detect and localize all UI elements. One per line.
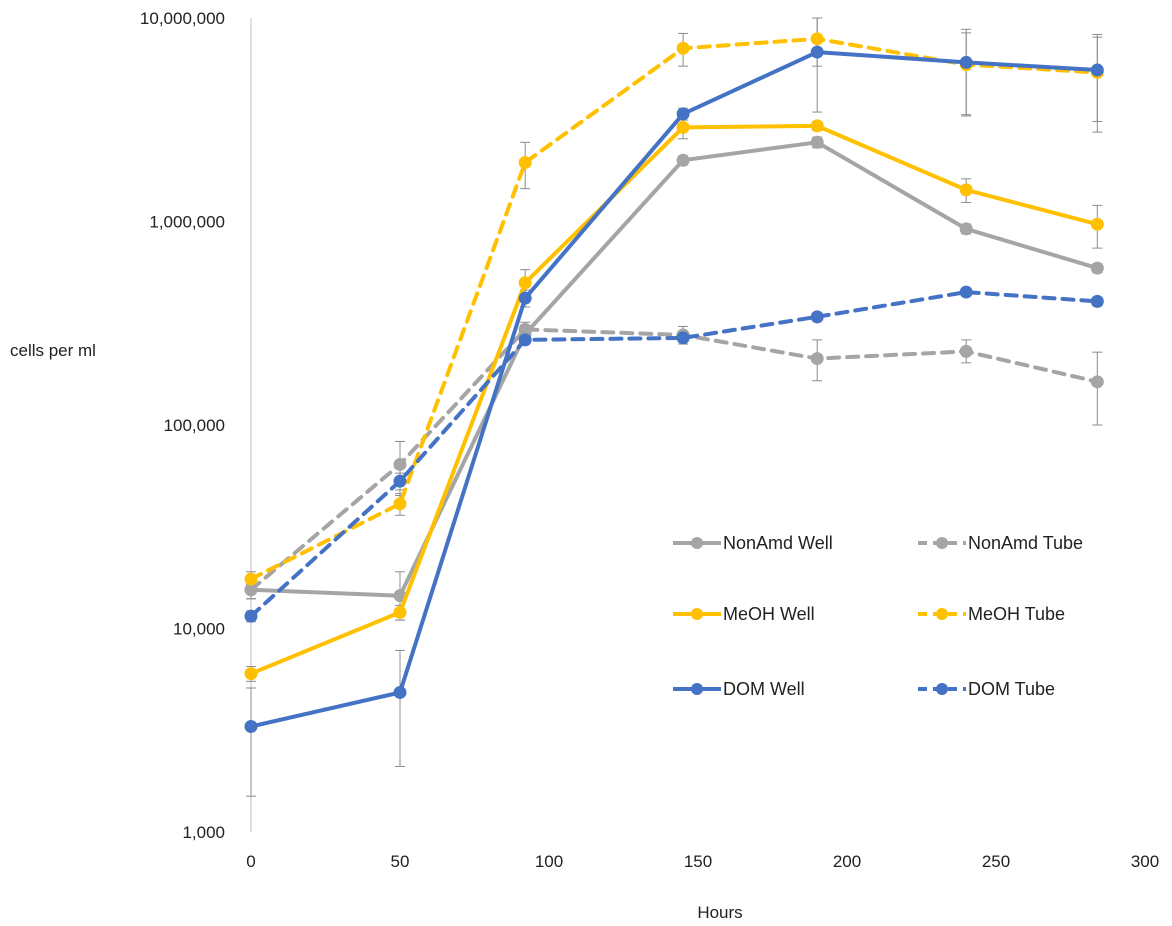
data-point — [393, 497, 407, 511]
data-point — [959, 285, 973, 299]
y-tick-label: 10,000,000 — [140, 9, 225, 28]
data-point — [959, 55, 973, 69]
y-tick-label: 1,000 — [182, 823, 225, 842]
x-tick-label: 100 — [535, 852, 563, 871]
legend-label: MeOH Tube — [968, 604, 1065, 624]
data-point — [244, 667, 258, 681]
data-point — [244, 572, 258, 586]
legend-label: DOM Well — [723, 679, 805, 699]
data-point — [676, 331, 690, 345]
data-point — [676, 41, 690, 55]
data-point — [676, 107, 690, 121]
legend-label: MeOH Well — [723, 604, 815, 624]
data-point — [393, 685, 407, 699]
legend-swatch-marker — [936, 683, 948, 695]
x-axis-title: Hours — [697, 903, 742, 922]
legend-swatch-marker — [691, 683, 703, 695]
legend: NonAmd Well NonAmd Tube MeOH Well MeOH Tube… — [673, 533, 1083, 699]
data-point — [959, 183, 973, 197]
x-axis-tick-labels: 0 50 100 150 200 250 300 — [246, 852, 1159, 871]
data-point — [810, 310, 824, 324]
data-point — [518, 333, 532, 347]
data-point — [810, 135, 824, 149]
series-line — [249, 36, 1100, 581]
y-axis-title: cells per ml — [10, 341, 96, 360]
data-point — [244, 609, 258, 623]
x-tick-label: 250 — [982, 852, 1010, 871]
data-point — [393, 457, 407, 471]
legend-label: NonAmd Tube — [968, 533, 1083, 553]
x-tick-label: 50 — [391, 852, 410, 871]
legend-label: NonAmd Well — [723, 533, 833, 553]
legend-swatch-marker — [691, 537, 703, 549]
x-tick-label: 150 — [684, 852, 712, 871]
data-point — [810, 32, 824, 46]
data-point — [1090, 217, 1104, 231]
data-point — [810, 352, 824, 366]
legend-swatch-marker — [936, 537, 948, 549]
series-lines — [244, 32, 1104, 733]
data-point — [959, 344, 973, 358]
data-point — [393, 474, 407, 488]
data-point — [244, 583, 258, 597]
data-point — [1090, 261, 1104, 275]
y-axis-tick-labels: 1,000 10,000 100,000 1,000,000 10,000,000 — [140, 9, 225, 842]
data-point — [810, 45, 824, 59]
data-point — [518, 155, 532, 169]
data-point — [959, 222, 973, 236]
x-tick-label: 300 — [1131, 852, 1159, 871]
y-tick-label: 100,000 — [164, 416, 225, 435]
data-point — [244, 719, 258, 733]
legend-swatch-marker — [691, 608, 703, 620]
data-point — [518, 276, 532, 290]
x-tick-label: 0 — [246, 852, 255, 871]
data-point — [1090, 294, 1104, 308]
data-point — [1090, 63, 1104, 77]
legend-swatch-marker — [936, 608, 948, 620]
series-line — [249, 123, 1100, 676]
data-point — [1090, 375, 1104, 389]
data-point — [676, 153, 690, 167]
x-tick-label: 200 — [833, 852, 861, 871]
data-point — [393, 605, 407, 619]
series-line — [249, 50, 1100, 729]
data-point — [518, 291, 532, 305]
y-tick-label: 10,000 — [173, 620, 225, 639]
series-line — [249, 140, 1100, 598]
legend-label: DOM Tube — [968, 679, 1055, 699]
data-point — [810, 119, 824, 133]
series-line — [249, 290, 1100, 619]
data-point — [676, 120, 690, 134]
y-tick-label: 1,000,000 — [149, 213, 225, 232]
